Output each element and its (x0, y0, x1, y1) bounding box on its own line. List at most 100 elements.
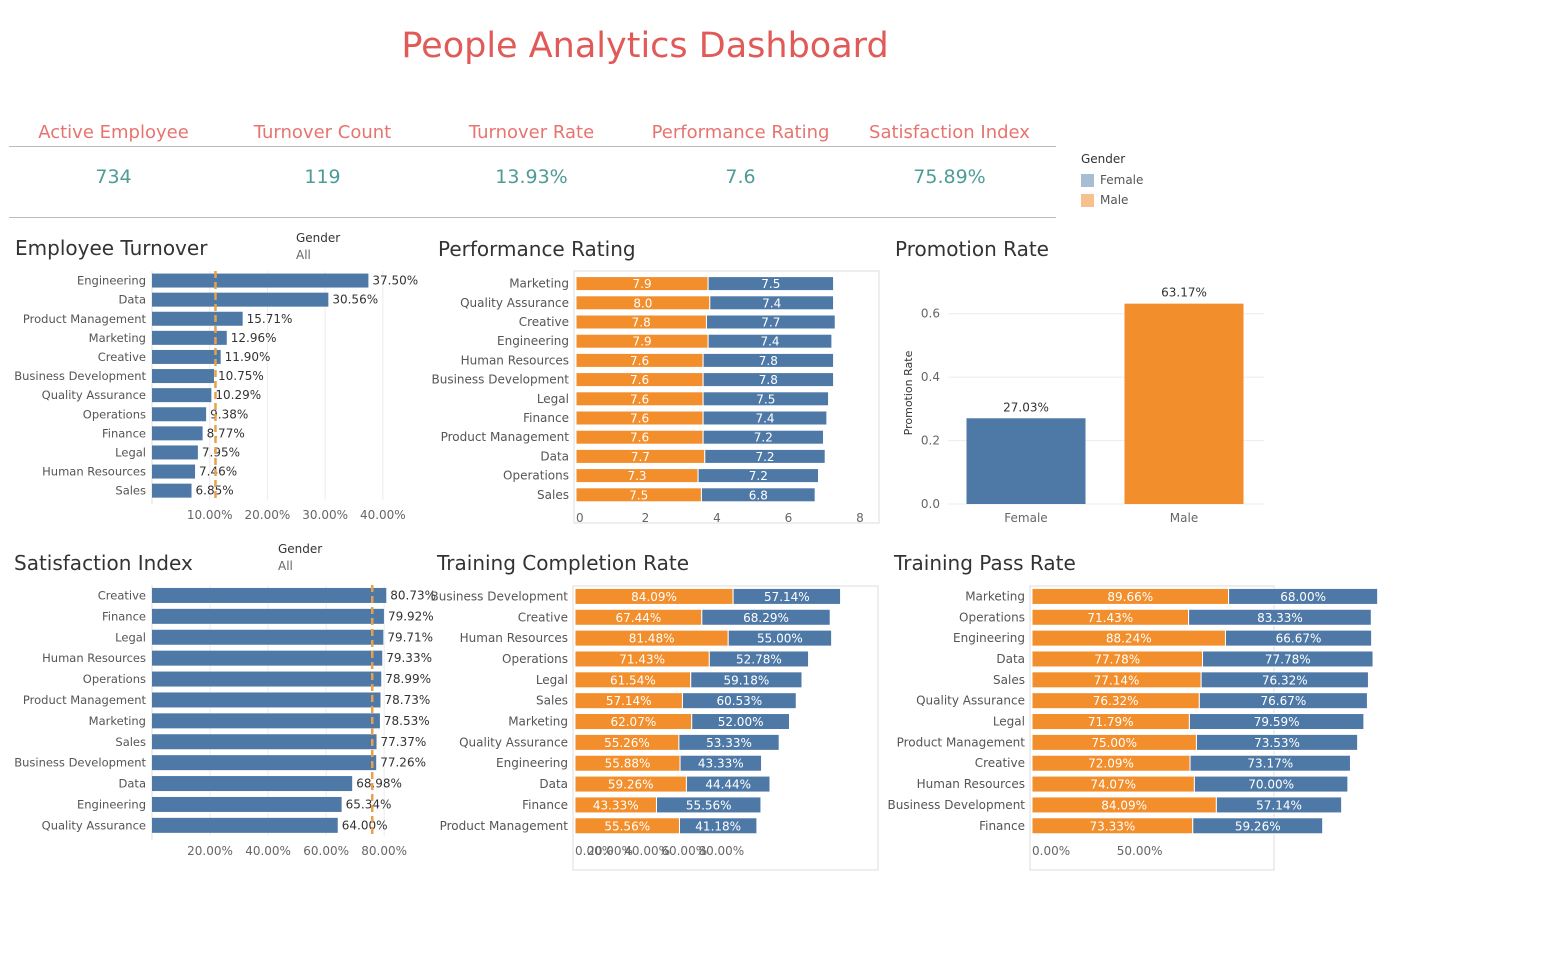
bar-value-label: 57.14% (606, 694, 652, 708)
bar-value-label: 71.79% (1088, 715, 1134, 729)
bar-female (678, 817, 758, 835)
x-tick-label: Male (1170, 511, 1198, 525)
category-label: Engineering (77, 274, 146, 288)
bar-value-label: 68.00% (1280, 590, 1326, 604)
bar-value-label: 8.0 (633, 296, 652, 310)
bar-female (1202, 650, 1374, 668)
category-label: Sales (537, 488, 569, 502)
category-label: Sales (993, 673, 1025, 687)
bar-female (655, 796, 762, 814)
bar-value-label: 7.2 (749, 469, 768, 483)
bar-value-label: 52.78% (736, 652, 782, 666)
bar-value-label: 57.14% (764, 590, 810, 604)
y-tick-label: 0.4 (921, 370, 940, 384)
satisfaction-gender-filter[interactable]: Gender All (278, 542, 322, 573)
bar-value-label: 74.07% (1090, 778, 1136, 792)
category-label: Engineering (77, 797, 146, 811)
filter-value[interactable]: All (296, 248, 311, 262)
category-label: Engineering (497, 334, 569, 348)
category-label: Data (539, 777, 568, 791)
bar-value-label: 73.17% (1247, 757, 1293, 771)
bar-value-label: 81.48% (629, 632, 675, 646)
plot-frame (573, 270, 880, 524)
bar-value-label: 7.5 (761, 277, 780, 291)
kpi-active-employee: Active Employee 734 (9, 118, 218, 188)
bar-female (702, 429, 825, 445)
kpi-label: Active Employee (38, 122, 189, 143)
plot-frame (572, 585, 879, 871)
legend-item-female[interactable]: Female (1081, 170, 1143, 190)
bar-value-label: 7.2 (754, 431, 773, 445)
category-label: Finance (979, 819, 1025, 833)
bar-value-label: 7.3 (627, 469, 646, 483)
x-tick-label: 2 (642, 511, 650, 525)
x-tick-label: Female (1004, 511, 1047, 525)
filter-title: Gender (296, 231, 341, 245)
bar-value-label: 43.33% (698, 757, 744, 771)
bar-value-label: 7.8 (632, 316, 651, 330)
category-label: Creative (98, 588, 146, 602)
legend-item-male[interactable]: Male (1081, 190, 1143, 210)
bar (152, 349, 221, 364)
bar-value-label: 79.59% (1254, 715, 1300, 729)
bar-value-label: 88.24% (1106, 632, 1152, 646)
bar-female (1188, 713, 1365, 731)
value-label: 15.71% (247, 312, 293, 326)
kpi-label: Turnover Rate (468, 122, 595, 143)
bar-value-label: 59.18% (723, 673, 769, 687)
bar-value-label: 57.14% (1256, 798, 1302, 812)
category-label: Legal (537, 392, 569, 406)
bar-female (1195, 733, 1359, 751)
bar-value-label: 75.00% (1091, 736, 1137, 750)
x-tick-label: 40.00% (245, 844, 291, 858)
legend-swatch-female (1081, 173, 1094, 187)
category-label: Operations (959, 610, 1025, 624)
legend-label: Male (1100, 193, 1129, 207)
category-label: Business Development (430, 589, 568, 603)
x-tick-label: 80.00% (361, 844, 407, 858)
category-label: Finance (102, 609, 146, 623)
kpi-value: 13.93% (495, 166, 568, 188)
bar (152, 388, 212, 403)
bar-value-label: 43.33% (593, 798, 639, 812)
bar-value-label: 73.53% (1254, 736, 1300, 750)
filter-value[interactable]: All (278, 559, 293, 573)
category-label: Sales (115, 735, 146, 749)
bar-value-label: 7.8 (759, 373, 778, 387)
bar-female (690, 671, 803, 689)
category-label: Product Management (23, 312, 147, 326)
bar-value-label: 7.6 (630, 412, 649, 426)
bar-value-label: 72.09% (1088, 757, 1134, 771)
bar-female (1200, 671, 1369, 689)
gender-legend: Gender Female Male (1081, 152, 1143, 210)
kpi-satisfaction-index: Satisfaction Index 75.89% (845, 118, 1054, 188)
bar-female (685, 775, 771, 793)
bar-value-label: 71.43% (619, 652, 665, 666)
legend-title: Gender (1081, 152, 1126, 166)
satisfaction-index-title: Satisfaction Index (14, 551, 193, 575)
y-tick-label: 0.2 (921, 434, 940, 448)
bar-value-label: 7.6 (630, 354, 649, 368)
bar-male (1124, 303, 1244, 504)
bar-female (702, 391, 830, 407)
training-completion-chart: 0.00%20.00%40.00%60.00%80.00% Business De… (430, 585, 879, 871)
bar-value-label: 7.7 (761, 316, 780, 330)
value-label: 78.53% (384, 714, 430, 728)
turnover-gender-filter[interactable]: Gender All (296, 231, 340, 262)
training-completion-title: Training Completion Rate (437, 551, 690, 575)
bar (152, 671, 382, 687)
bar-value-label: 76.32% (1262, 673, 1308, 687)
bar-female (1193, 775, 1349, 793)
category-label: Data (996, 652, 1025, 666)
category-label: Marketing (509, 277, 569, 291)
legend-swatch-male (1081, 193, 1094, 207)
category-label: Product Management (440, 819, 569, 833)
category-label: Legal (536, 673, 568, 687)
bar (152, 650, 383, 666)
bar-value-label: 77.78% (1265, 652, 1311, 666)
bar-value-label: 7.5 (756, 392, 775, 406)
category-label: Human Resources (461, 353, 569, 367)
bar-value-label: 7.2 (755, 450, 774, 464)
bar-value-label: 55.56% (686, 798, 732, 812)
bar-value-label: 84.09% (1101, 798, 1147, 812)
